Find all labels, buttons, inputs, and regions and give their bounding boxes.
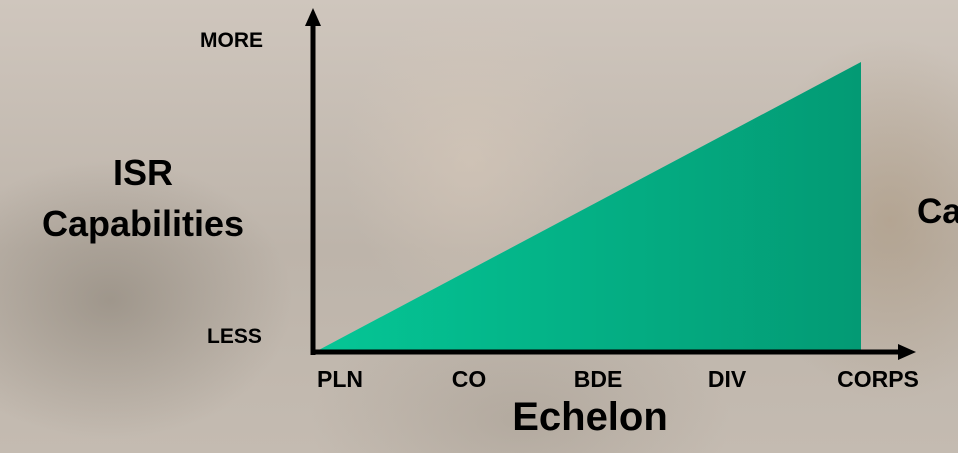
x-tick-label-div: DIV: [707, 366, 747, 392]
x-tick-label-bde: BDE: [573, 366, 623, 392]
x-tick-label-co: CO: [451, 366, 487, 392]
x-tick-label-pln: PLN: [317, 366, 363, 392]
x-axis-label: Echelon: [512, 395, 668, 439]
y-axis-arrow: [305, 8, 321, 26]
y-axis-low-label: LESS: [207, 325, 262, 348]
y-axis-high-label: MORE: [200, 29, 263, 52]
cropped-side-text: Ca: [917, 192, 958, 231]
x-tick-label-corps: CORPS: [837, 366, 919, 392]
capability-area: [315, 62, 861, 352]
y-axis-label-line-2: Capabilities: [41, 203, 245, 245]
x-axis-arrow: [898, 344, 916, 360]
y-axis-label: ISR Capabilities: [0, 147, 286, 249]
y-axis-label-line-1: ISR: [112, 152, 173, 193]
